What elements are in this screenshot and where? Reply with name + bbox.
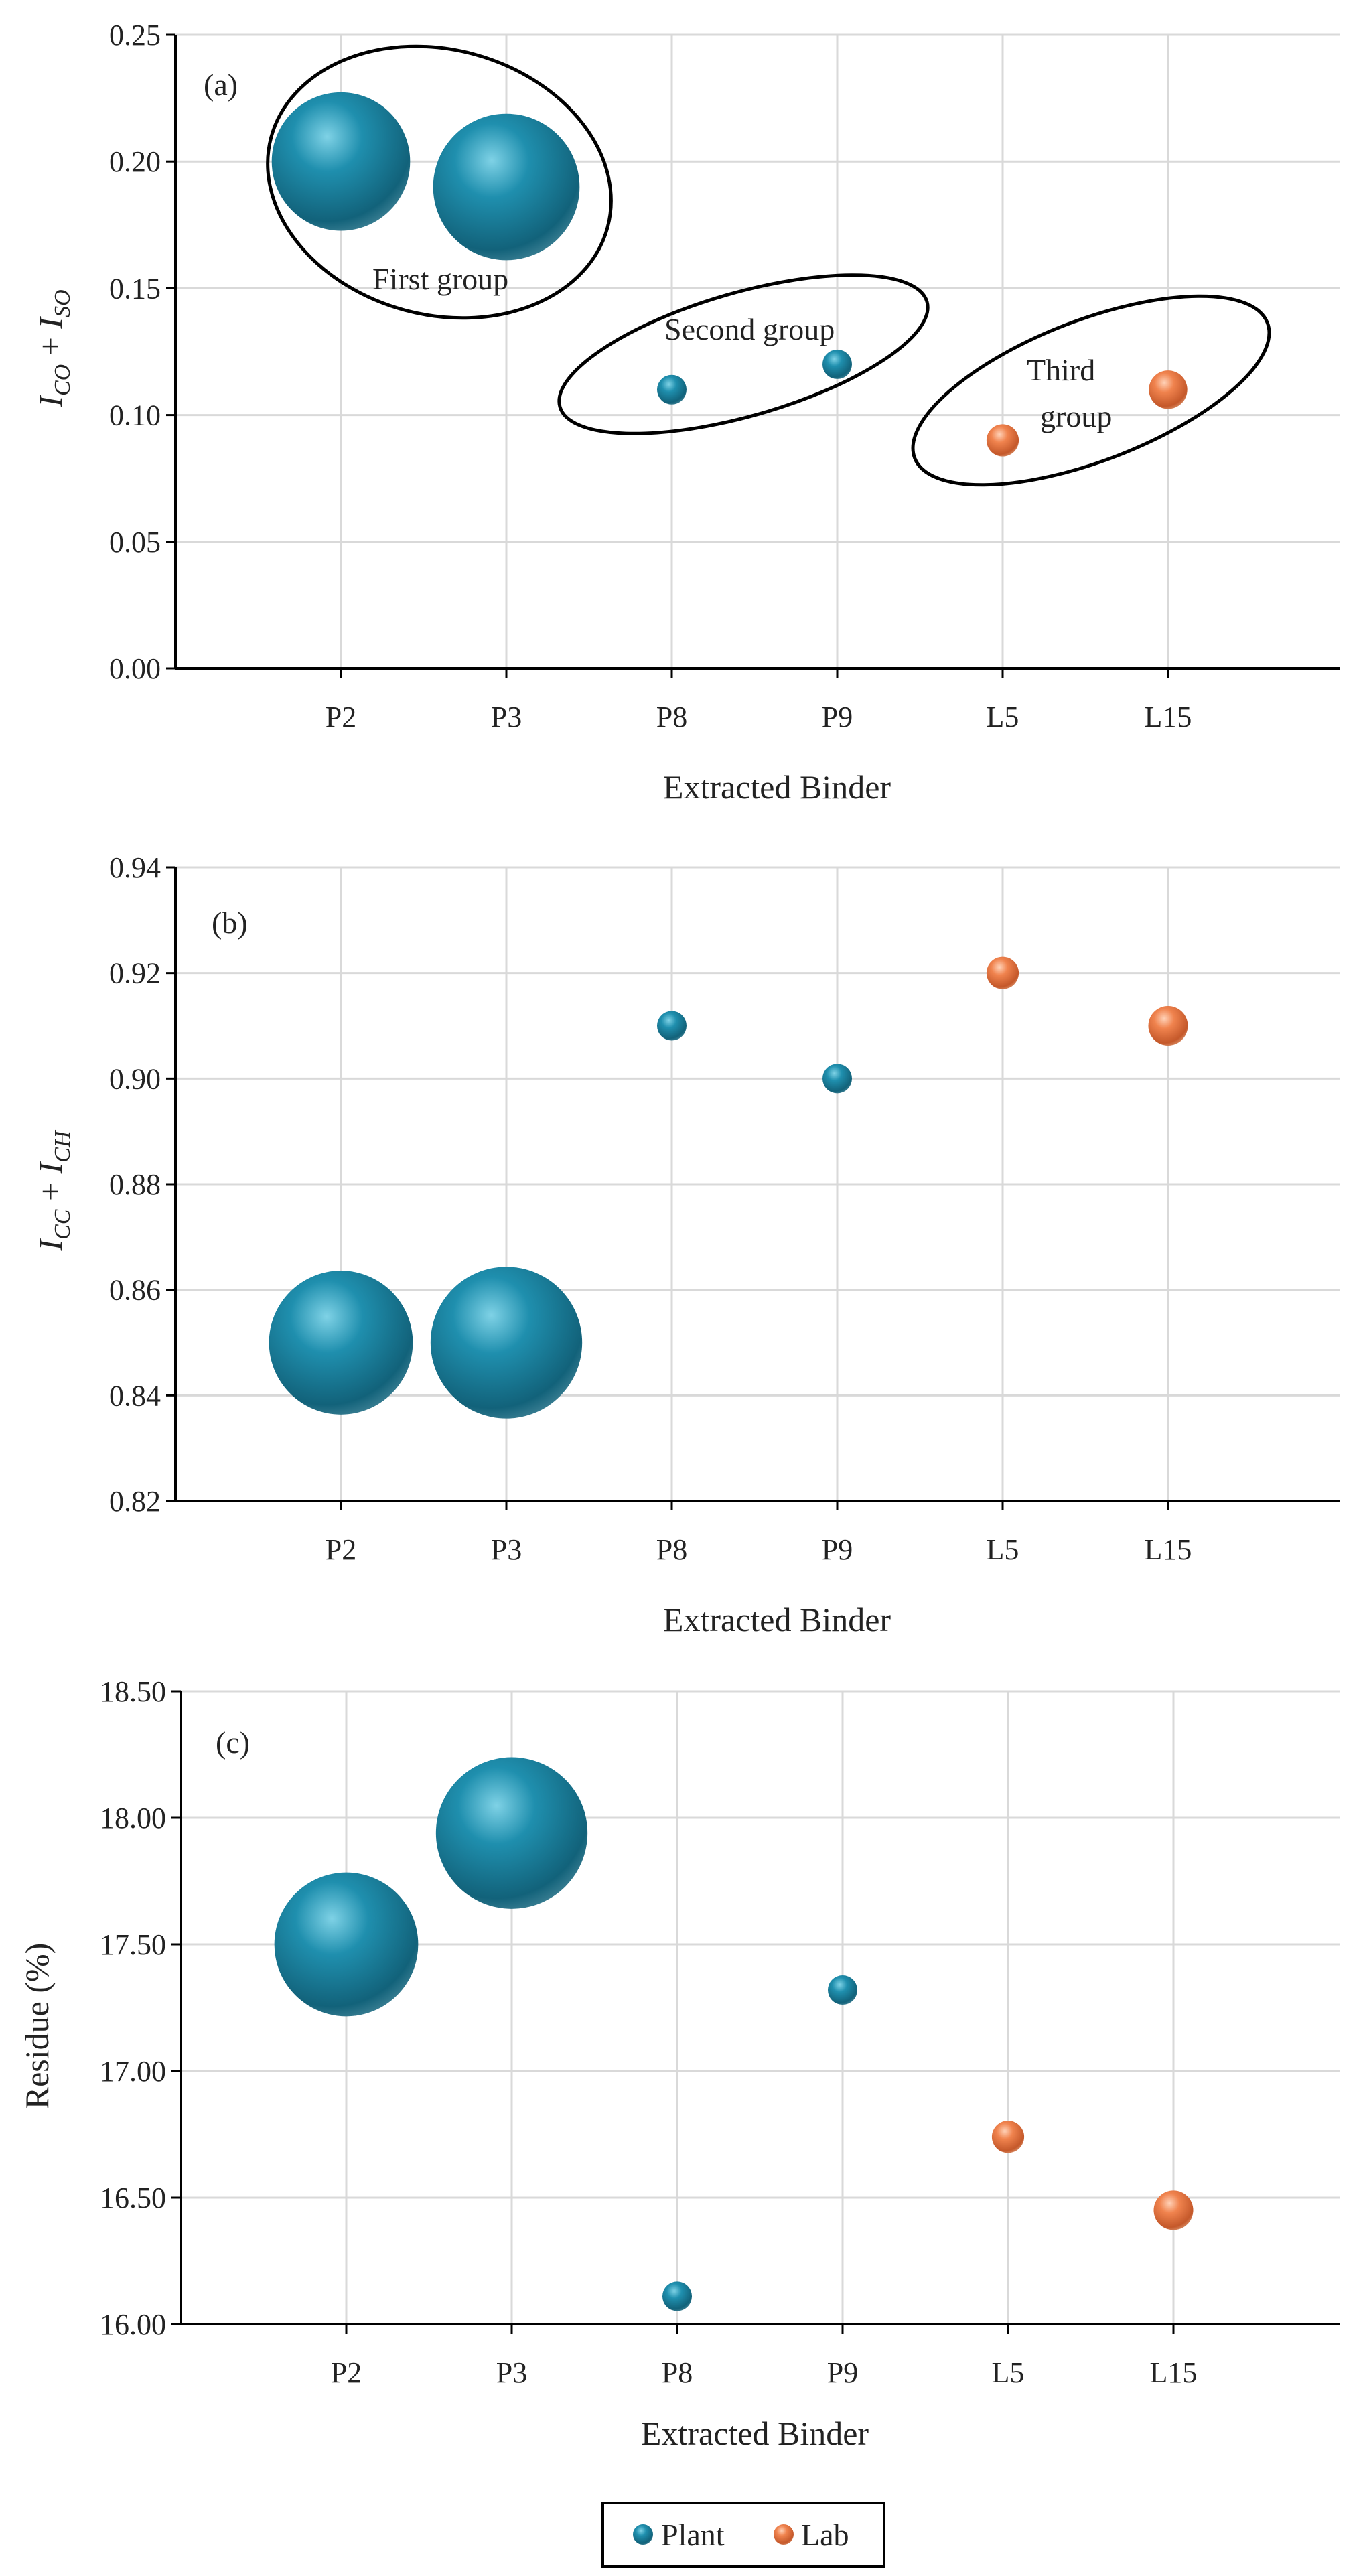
xtick-label: P8 [662,2356,693,2389]
ytick-label: 0.92 [109,957,161,990]
panel-c-axes [171,1690,1340,2334]
legend-lab-marker [774,2524,794,2545]
panel-c: 16.00 16.50 17.00 17.50 18.00 18.50 P2 P3 P8 P9 L… [18,1675,1340,2452]
ytick-label: 17.00 [100,2055,166,2088]
ytick-label: 0.90 [109,1062,161,1095]
panel-c-points [274,1757,1194,2311]
xtick-label: P2 [331,2356,362,2389]
bubble-lab-l5 [986,956,1019,989]
bubble-plant-p3 [430,1267,583,1419]
panel-b-xlabel: Extracted Binder [663,1601,891,1638]
panel-a-xlabel: Extracted Binder [663,768,891,806]
third-group-label-line1: Third [1027,353,1095,387]
ytick-label: 0.15 [109,272,161,305]
bubble-lab-l15 [1148,1005,1188,1046]
legend-plant-label: Plant [661,2518,725,2552]
panel-a-ytick-labels: 0.00 0.05 0.10 0.15 0.20 0.25 [109,19,161,685]
bubble-plant-p8 [657,374,687,405]
xtick-label: L15 [1145,701,1192,733]
xtick-label: P3 [491,701,522,733]
ytick-label: 0.84 [109,1379,161,1412]
legend: Plant Lab [601,2502,885,2568]
xtick-label: P2 [326,1533,356,1566]
xtick-label: L5 [987,701,1019,733]
ytick-label: 0.86 [109,1274,161,1307]
panel-c-xlabel: Extracted Binder [641,2415,869,2452]
xtick-label: L15 [1150,2356,1198,2389]
panel-b-points [269,956,1188,1419]
xtick-label: P9 [822,1533,853,1566]
second-group-ellipse [557,273,930,435]
bubble-lab-l15 [1149,370,1188,409]
xtick-label: P8 [656,701,687,733]
xtick-label: P2 [326,701,356,733]
ytick-label: 0.00 [109,652,161,685]
panel-b-xtick-labels: P2 P3 P8 P9 L5 L15 [326,1533,1192,1566]
panel-c-ylabel: Residue (%) [18,1943,56,2110]
bubble-plant-p9 [822,1064,852,1094]
ytick-label: 0.88 [109,1168,161,1201]
xtick-label: P3 [491,1533,522,1566]
ytick-label: 0.10 [109,399,161,432]
panel-b: 0.82 0.84 0.86 0.88 0.90 0.92 0.94 P2 P3 P8 P9 L5 L… [31,851,1340,1638]
bubble-lab-l5 [986,424,1019,457]
panel-a: 0.00 0.05 0.10 0.15 0.20 0.25 P2 P3 P8 P9 L5 L15 (… [31,19,1340,806]
bubble-plant-p9 [822,349,852,379]
ytick-label: 0.82 [109,1485,161,1518]
third-group-label-line2: group [1040,399,1112,433]
bubble-lab-l5 [991,2121,1025,2153]
ytick-label: 0.94 [109,851,161,884]
panel-b-ytick-labels: 0.82 0.84 0.86 0.88 0.90 0.92 0.94 [109,851,161,1518]
bubble-lab-l15 [1153,2190,1194,2230]
first-group-label: First group [372,262,508,296]
xtick-label: P9 [822,701,853,733]
panel-a-label: (a) [204,68,238,102]
ytick-label: 18.00 [100,1802,166,1835]
panel-a-xtick-labels: P2 P3 P8 P9 L5 L15 [326,701,1192,733]
bubble-plant-p2 [271,92,411,231]
xtick-label: P9 [827,2356,858,2389]
xtick-label: L15 [1145,1533,1192,1566]
panel-b-label: (b) [212,906,248,940]
first-group-ellipse [266,44,613,320]
ytick-label: 0.25 [109,19,161,52]
panel-b-ylabel: ICC + ICH [31,1129,75,1252]
bubble-plant-p3 [435,1757,588,1909]
ytick-label: 17.50 [100,1928,166,1961]
xtick-label: L5 [987,1533,1019,1566]
bubble-plant-p8 [662,2281,692,2311]
third-group-ellipse [911,294,1271,487]
panel-a-ylabel: ICO + ISO [31,289,75,407]
ytick-label: 18.50 [100,1675,166,1708]
panel-c-ytick-labels: 16.00 16.50 17.00 17.50 18.00 18.50 [100,1675,166,2341]
bubble-plant-p3 [433,113,580,261]
legend-plant-marker [633,2524,653,2545]
panel-c-xtick-labels: P2 P3 P8 P9 L5 L15 [331,2356,1198,2389]
ytick-label: 16.00 [100,2308,166,2341]
xtick-label: L5 [992,2356,1025,2389]
bubble-plant-p9 [828,1975,857,2005]
ytick-label: 0.05 [109,526,161,559]
xtick-label: P3 [496,2356,527,2389]
legend-lab-label: Lab [801,2518,849,2552]
second-group-label: Second group [664,312,835,346]
panel-c-label: (c) [216,1725,250,1760]
bubble-plant-p8 [657,1011,687,1041]
bubble-plant-p2 [269,1271,413,1415]
xtick-label: P8 [656,1533,687,1566]
ytick-label: 16.50 [100,2181,166,2214]
bubble-plant-p2 [274,1872,419,2017]
panel-a-points [271,92,1188,457]
ytick-label: 0.20 [109,145,161,178]
panel-a-axes [166,33,1340,678]
panel-b-axes [166,866,1340,1510]
